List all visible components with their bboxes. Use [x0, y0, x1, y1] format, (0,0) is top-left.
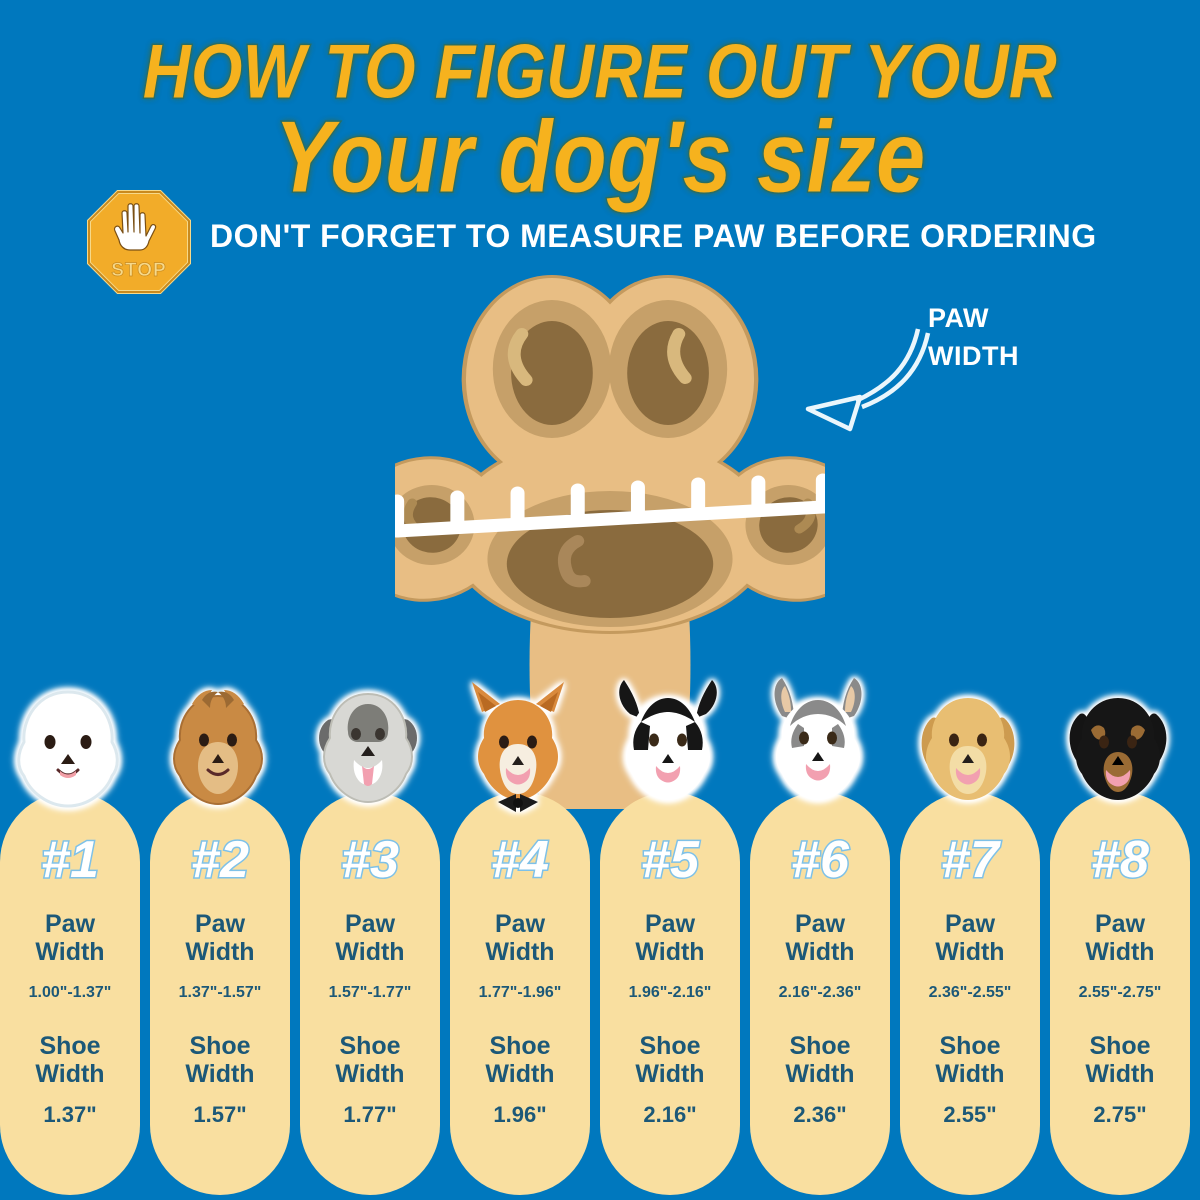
svg-text:STOP: STOP	[111, 260, 166, 281]
